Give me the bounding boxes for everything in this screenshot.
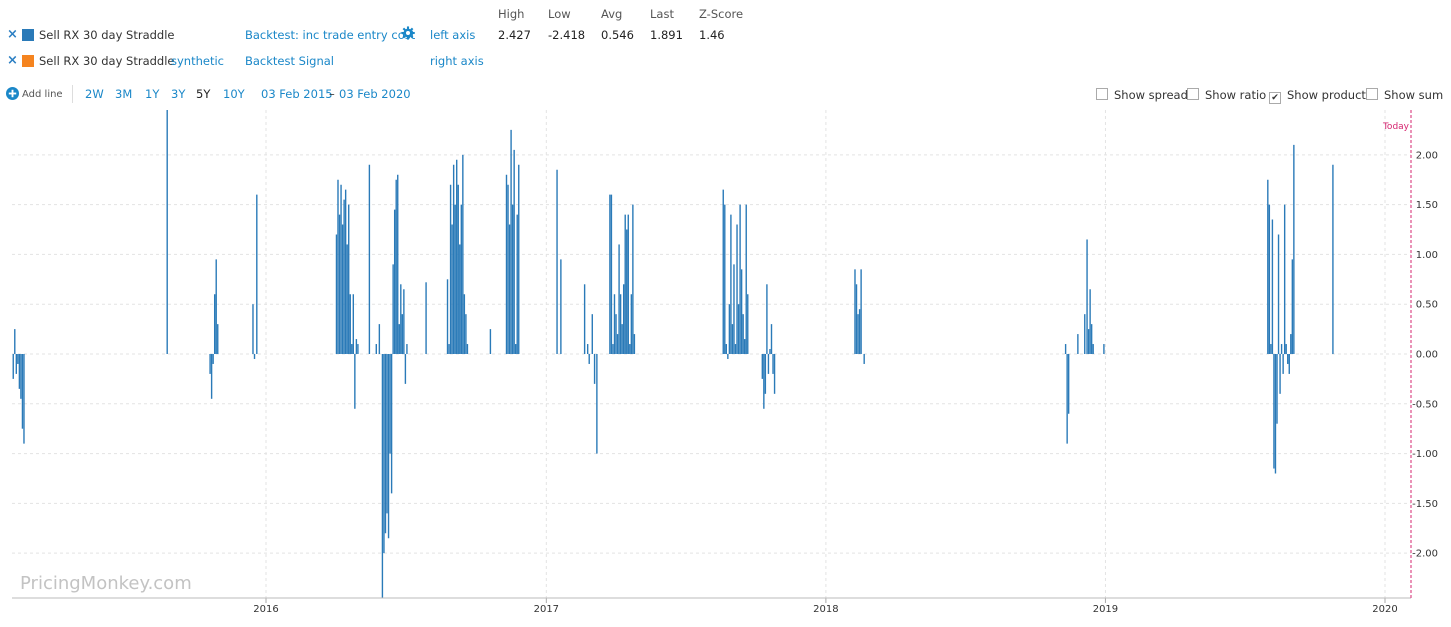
today-label: Today: [1382, 122, 1410, 132]
x-tick-label: 2018: [813, 604, 838, 615]
y-tick-label: 0.50: [1416, 300, 1438, 311]
y-tick-label: -2.00: [1412, 549, 1438, 560]
show-spread-label: Show spread: [1114, 88, 1188, 102]
stat-header-avg: Avg: [601, 7, 623, 21]
stat-header-low: Low: [548, 7, 571, 21]
range-3m-button[interactable]: 3M: [115, 87, 133, 101]
y-tick-label: 1.50: [1416, 200, 1438, 211]
y-tick-label: -1.00: [1412, 449, 1438, 460]
watermark: PricingMonkey.com: [20, 573, 192, 594]
show-sum-checkbox[interactable]: [1366, 88, 1378, 100]
stat-value-last: 1.891: [650, 28, 683, 42]
show-ratio-label: Show ratio: [1205, 88, 1267, 102]
gear-icon[interactable]: [401, 26, 415, 43]
range-10y-button[interactable]: 10Y: [223, 87, 245, 101]
backtest-chart[interactable]: -2.00 -1.50 -1.00 -0.50 0.00 0.50 1.00 1.50 2.00…: [0, 110, 1451, 627]
date-to-picker[interactable]: 03 Feb 2020: [339, 87, 411, 101]
series-2-axis-link[interactable]: right axis: [430, 54, 484, 68]
show-sum-toggle[interactable]: Show sum: [1366, 88, 1443, 102]
range-2w-button[interactable]: 2W: [85, 87, 104, 101]
show-sum-label: Show sum: [1384, 88, 1444, 102]
stat-value-avg: 0.546: [601, 28, 634, 42]
show-spread-checkbox[interactable]: [1096, 88, 1108, 100]
y-tick-label: -0.50: [1412, 399, 1438, 410]
show-spread-toggle[interactable]: Show spread: [1096, 88, 1188, 102]
series-2-name[interactable]: Sell RX 30 day Straddle: [39, 54, 175, 68]
toolbar-divider: [72, 85, 73, 103]
series-2-option-link[interactable]: Backtest Signal: [245, 54, 334, 68]
date-from-picker[interactable]: 03 Feb 2015: [261, 87, 333, 101]
series-1-name[interactable]: Sell RX 30 day Straddle: [39, 28, 175, 42]
series-1-option-link[interactable]: Backtest: inc trade entry cost: [245, 28, 416, 42]
stat-value-low: -2.418: [548, 28, 586, 42]
x-tick-label: 2016: [253, 604, 278, 615]
y-tick-label: 1.00: [1416, 250, 1438, 261]
x-tick-label: 2017: [534, 604, 559, 615]
show-ratio-checkbox[interactable]: [1187, 88, 1199, 100]
date-separator: –: [329, 87, 335, 101]
show-product-label: Show product: [1287, 88, 1366, 102]
stat-value-zscore: 1.46: [699, 28, 725, 42]
series-2-source[interactable]: synthetic: [171, 54, 224, 68]
axes: -2.00 -1.50 -1.00 -0.50 0.00 0.50 1.00 1.50 2.00…: [12, 110, 1438, 615]
y-tick-label: 2.00: [1416, 150, 1438, 161]
show-product-checkbox[interactable]: ✔: [1269, 92, 1281, 104]
y-tick-label: -1.50: [1412, 499, 1438, 510]
x-tick-label: 2020: [1372, 604, 1397, 615]
x-tick-label: 2019: [1093, 604, 1118, 615]
range-3y-button[interactable]: 3Y: [171, 87, 186, 101]
show-product-toggle[interactable]: ✔ Show product: [1269, 88, 1366, 104]
range-1y-button[interactable]: 1Y: [145, 87, 160, 101]
stat-header-zscore: Z-Score: [699, 7, 744, 21]
add-line-button[interactable]: Add line: [22, 89, 63, 100]
remove-series-2-icon[interactable]: ×: [7, 53, 18, 68]
series-1-color-swatch[interactable]: [22, 29, 34, 41]
grid: [12, 110, 1411, 598]
stat-header-last: Last: [650, 7, 674, 21]
show-ratio-toggle[interactable]: Show ratio: [1187, 88, 1266, 102]
remove-series-1-icon[interactable]: ×: [7, 27, 18, 42]
stat-header-high: High: [498, 7, 525, 21]
series-2-color-swatch[interactable]: [22, 55, 34, 67]
series-1-axis-link[interactable]: left axis: [430, 28, 476, 42]
range-5y-button[interactable]: 5Y: [196, 87, 211, 101]
add-line-icon[interactable]: [6, 87, 19, 103]
stat-value-high: 2.427: [498, 28, 531, 42]
series-1-bars: [12, 110, 1334, 598]
y-tick-label: 0.00: [1416, 350, 1438, 361]
